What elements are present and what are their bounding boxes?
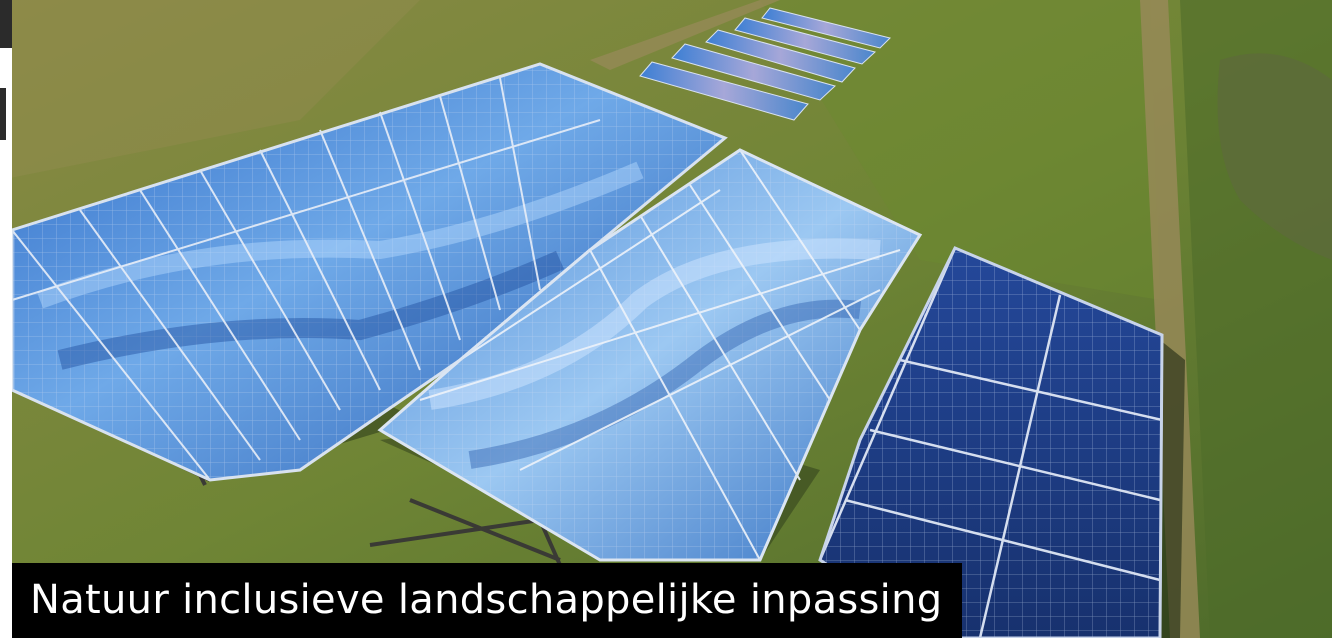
- logo-fragment: [0, 0, 12, 48]
- bush-cluster: [1217, 53, 1332, 261]
- logo-fragment: [0, 88, 6, 140]
- reflective-panel-array-left: [10, 62, 728, 482]
- dirt-path: [590, 0, 780, 70]
- caption-background: [12, 563, 962, 638]
- far-panel-rows: [639, 7, 891, 121]
- dirt-path: [1140, 0, 1200, 638]
- grass-patch: [760, 0, 1160, 300]
- dark-panel-array-right: [818, 246, 1164, 638]
- left-margin-strip: [0, 0, 12, 638]
- reflective-panel-array-center: [377, 148, 923, 562]
- grass-patch: [0, 0, 420, 180]
- image-caption: Natuur inclusieve landschappelijke inpas…: [30, 577, 943, 623]
